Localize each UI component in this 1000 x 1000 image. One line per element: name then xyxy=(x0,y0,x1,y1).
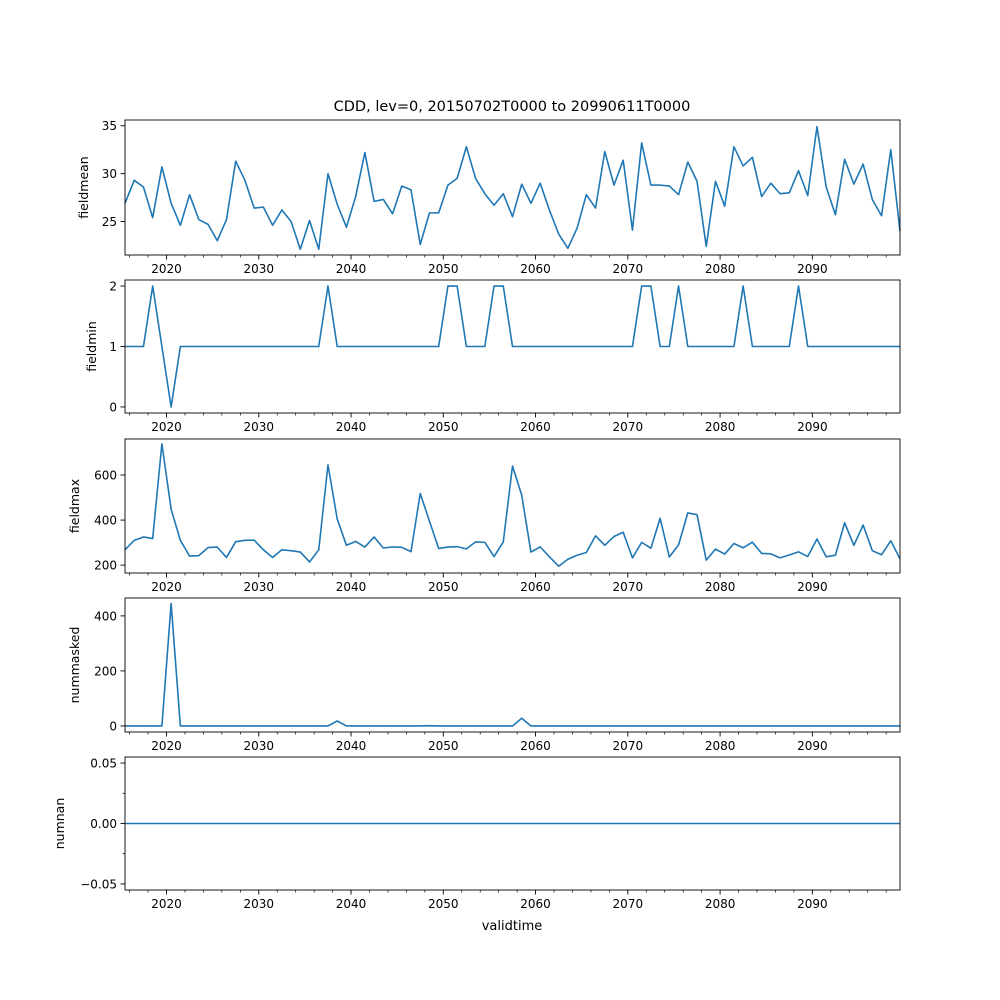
x-tick-label-2080: 2080 xyxy=(705,420,736,434)
y-tick-label-fieldmax-1: 400 xyxy=(94,514,117,528)
subplot-fieldmean: 2020 2030 2040 2050 2060 2070 2080 2090 25 30 35 fi… xyxy=(76,119,901,276)
y-tick-label-fieldmin-1: 1 xyxy=(109,340,117,354)
x-tick-label-2070: 2070 xyxy=(613,262,644,276)
y-tick-label-fieldmean-1: 30 xyxy=(102,167,117,181)
axes-frame-fieldmax xyxy=(124,438,901,574)
x-tick-label-2050: 2050 xyxy=(428,262,459,276)
x-tick-label-2030: 2030 xyxy=(244,262,275,276)
y-tick-label-numnan-0: −0.05 xyxy=(80,877,117,891)
y-axis-label-nummasked: nummasked xyxy=(67,627,82,704)
x-tick-label-2090: 2090 xyxy=(797,739,828,753)
y-tick-label-nummasked-2: 400 xyxy=(94,609,117,623)
x-tick-label-2040: 2040 xyxy=(336,420,367,434)
x-tick-label-2050: 2050 xyxy=(428,739,459,753)
x-tick-label-2050: 2050 xyxy=(428,897,459,911)
x-tick-label-2090: 2090 xyxy=(797,580,828,594)
y-axis-label-numnan: numnan xyxy=(52,798,67,850)
subplot-fieldmin: 2020 2030 2040 2050 2060 2070 2080 2090 0 1 2 field… xyxy=(84,280,901,434)
x-tick-label-2030: 2030 xyxy=(244,420,275,434)
x-tick-label-2050: 2050 xyxy=(428,420,459,434)
x-tick-label-2080: 2080 xyxy=(705,897,736,911)
x-tick-label-2030: 2030 xyxy=(244,580,275,594)
y-tick-label-numnan-2: 0.00 xyxy=(90,817,117,831)
y-tick-label-fieldmean-0: 25 xyxy=(102,215,117,229)
x-tick-label-2040: 2040 xyxy=(336,739,367,753)
x-tick-label-2040: 2040 xyxy=(336,262,367,276)
subplot-nummasked: 2020 2030 2040 2050 2060 2070 2080 2090 0 200 400 n… xyxy=(67,597,901,753)
y-tick-label-fieldmin-0: 0 xyxy=(109,400,117,414)
x-tick-label-2090: 2090 xyxy=(797,262,828,276)
x-tick-label-2020: 2020 xyxy=(151,897,182,911)
series-line-fieldmean xyxy=(124,125,901,251)
y-tick-label-fieldmean-2: 35 xyxy=(102,119,117,133)
y-tick-label-nummasked-1: 200 xyxy=(94,664,117,678)
x-tick-label-2020: 2020 xyxy=(151,739,182,753)
x-tick-label-2040: 2040 xyxy=(336,580,367,594)
x-tick-label-2090: 2090 xyxy=(797,897,828,911)
series-line-nummasked xyxy=(125,602,900,727)
series-line-fieldmin xyxy=(125,285,900,408)
subplots-container: 2020 2030 2040 2050 2060 2070 2080 2090 25 30 35 fi… xyxy=(52,119,901,911)
figure-title: CDD, lev=0, 20150702T0000 to 20990611T00… xyxy=(334,99,691,115)
x-tick-label-2060: 2060 xyxy=(520,262,551,276)
subplot-fieldmax: 2020 2030 2040 2050 2060 2070 2080 2090 200 400 60… xyxy=(67,438,901,594)
axes-frame-fieldmean xyxy=(124,119,901,256)
y-tick-label-fieldmax-2: 600 xyxy=(94,469,117,483)
x-tick-label-2060: 2060 xyxy=(520,739,551,753)
y-tick-label-numnan-4: 0.05 xyxy=(90,757,117,771)
x-tick-label-2020: 2020 xyxy=(151,580,182,594)
x-tick-label-2040: 2040 xyxy=(336,897,367,911)
x-tick-label-2070: 2070 xyxy=(613,580,644,594)
x-tick-label-2080: 2080 xyxy=(705,580,736,594)
x-tick-label-2030: 2030 xyxy=(244,897,275,911)
y-axis-label-fieldmin: fieldmin xyxy=(84,321,99,372)
y-tick-label-nummasked-0: 0 xyxy=(109,719,117,733)
x-tick-label-2060: 2060 xyxy=(520,897,551,911)
x-tick-label-2060: 2060 xyxy=(520,580,551,594)
x-tick-label-2070: 2070 xyxy=(613,420,644,434)
x-axis-label: validtime xyxy=(482,919,543,934)
x-tick-label-2090: 2090 xyxy=(797,420,828,434)
subplot-numnan: 2020 2030 2040 2050 2060 2070 2080 2090 −0.05 0.0… xyxy=(52,757,901,911)
x-tick-label-2080: 2080 xyxy=(705,739,736,753)
x-tick-label-2030: 2030 xyxy=(244,739,275,753)
axes-frame-nummasked xyxy=(124,597,901,733)
x-tick-label-2050: 2050 xyxy=(428,580,459,594)
x-tick-label-2070: 2070 xyxy=(613,897,644,911)
x-tick-label-2020: 2020 xyxy=(151,420,182,434)
x-tick-label-2080: 2080 xyxy=(705,262,736,276)
x-tick-label-2070: 2070 xyxy=(613,739,644,753)
x-tick-label-2060: 2060 xyxy=(520,420,551,434)
y-tick-label-fieldmin-2: 2 xyxy=(109,280,117,294)
y-axis-label-fieldmax: fieldmax xyxy=(67,479,82,533)
series-line-fieldmax xyxy=(124,443,901,568)
x-tick-label-2020: 2020 xyxy=(151,262,182,276)
y-tick-label-fieldmax-0: 200 xyxy=(94,559,117,573)
y-axis-label-fieldmean: fieldmean xyxy=(76,156,91,218)
